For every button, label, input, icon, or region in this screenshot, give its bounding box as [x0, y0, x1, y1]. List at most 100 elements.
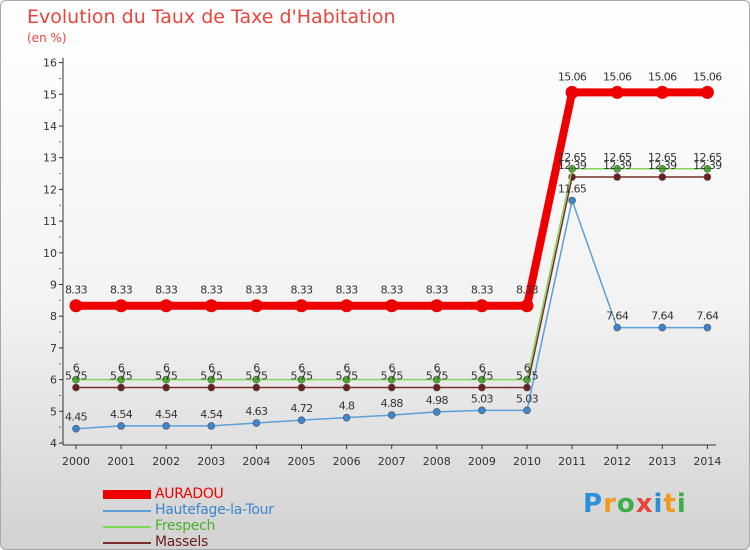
data-point-frespech	[478, 375, 486, 384]
data-label-frespech: 6	[434, 362, 441, 375]
y-tick-label: 4	[50, 437, 57, 450]
data-label-hautefage-la-tour: 4.54	[155, 408, 178, 421]
brand-letter: t	[663, 489, 677, 519]
legend-swatch-massels	[103, 542, 151, 544]
data-label-massels: 5.75	[110, 370, 133, 383]
data-point-hautefage-la-tour	[117, 422, 125, 430]
series-line-massels	[75, 176, 709, 389]
data-label-auradou: 8.33	[155, 284, 178, 297]
data-label-frespech: 12.65	[648, 151, 677, 164]
data-label-hautefage-la-tour: 4.72	[290, 402, 312, 415]
x-tick-label: 2001	[107, 455, 135, 468]
brand-letter: P	[583, 489, 604, 519]
data-label-hautefage-la-tour: 5.03	[516, 392, 539, 405]
data-label-hautefage-la-tour: 4.54	[110, 408, 133, 421]
data-label-frespech: 6	[253, 362, 260, 375]
data-label-frespech: 12.65	[558, 151, 587, 164]
data-point-frespech	[297, 375, 306, 384]
data-point-massels	[117, 383, 125, 392]
data-point-hautefage-la-tour	[658, 323, 667, 332]
data-label-auradou: 8.33	[381, 284, 404, 297]
data-point-massels	[297, 383, 306, 392]
data-label-auradou: 15.06	[603, 70, 632, 83]
y-tick-label: 15	[43, 88, 57, 101]
data-label-massels: 12.39	[603, 159, 632, 172]
data-point-hautefage-la-tour	[252, 419, 261, 427]
data-point-frespech	[568, 164, 576, 173]
data-point-hautefage-la-tour	[72, 424, 80, 433]
y-tick-label: 6	[50, 374, 57, 387]
data-point-hautefage-la-tour	[432, 408, 441, 416]
data-label-massels: 5.75	[245, 370, 268, 383]
data-label-hautefage-la-tour: 11.65	[558, 182, 587, 195]
data-point-auradou	[249, 299, 263, 313]
data-label-massels: 12.39	[648, 159, 677, 172]
data-label-frespech: 12.65	[693, 151, 722, 164]
data-label-massels: 5.75	[381, 370, 404, 383]
data-label-auradou: 8.33	[471, 284, 494, 297]
data-point-frespech	[207, 375, 216, 384]
data-point-auradou	[340, 299, 354, 313]
y-tick-label: 8	[50, 310, 57, 323]
data-point-massels	[613, 173, 622, 181]
y-tick-label: 14	[43, 120, 57, 133]
data-point-hautefage-la-tour	[703, 323, 712, 332]
data-point-massels	[342, 383, 351, 392]
data-label-massels: 5.75	[290, 370, 313, 383]
data-label-massels: 5.75	[336, 370, 359, 383]
x-tick-label: 2009	[468, 455, 496, 468]
data-point-massels	[207, 383, 216, 392]
data-label-auradou: 8.33	[336, 284, 359, 297]
data-point-auradou	[295, 299, 308, 313]
data-point-auradou	[385, 299, 399, 313]
data-point-auradou	[69, 299, 83, 313]
data-label-hautefage-la-tour: 4.88	[381, 397, 404, 410]
data-point-frespech	[162, 375, 170, 384]
data-label-massels: 5.75	[65, 370, 88, 383]
legend-swatch-frespech	[103, 526, 151, 528]
data-point-auradou	[159, 299, 173, 313]
x-tick-label: 2002	[152, 455, 180, 468]
data-label-hautefage-la-tour: 4.63	[245, 405, 268, 418]
data-point-hautefage-la-tour	[162, 422, 170, 430]
data-point-frespech	[613, 164, 622, 173]
data-label-hautefage-la-tour: 4.45	[65, 411, 88, 424]
data-label-hautefage-la-tour: 7.64	[696, 310, 719, 323]
brand-letter: r	[603, 489, 617, 519]
data-label-frespech: 6	[118, 362, 125, 375]
data-point-massels	[252, 383, 261, 392]
y-tick-label: 9	[50, 279, 57, 292]
brand-letter: o	[616, 489, 636, 519]
data-point-frespech	[703, 164, 712, 173]
data-label-massels: 12.39	[558, 159, 587, 172]
data-point-frespech	[658, 164, 667, 173]
x-tick-label: 2007	[378, 455, 406, 468]
data-label-massels: 5.75	[516, 370, 539, 383]
data-point-frespech	[387, 375, 396, 384]
y-tick-label: 5	[50, 405, 57, 418]
legend-label-massels: Massels	[155, 534, 208, 550]
data-label-auradou: 15.06	[558, 70, 587, 83]
legend-label-frespech: Frespech	[155, 518, 216, 534]
data-label-auradou: 8.33	[110, 284, 133, 297]
data-label-hautefage-la-tour: 5.03	[471, 392, 494, 405]
data-point-hautefage-la-tour	[342, 413, 351, 422]
data-label-frespech: 6	[479, 362, 486, 375]
data-label-auradou: 8.33	[245, 284, 268, 297]
data-point-massels	[523, 383, 531, 392]
y-tick-label: 7	[50, 342, 57, 355]
brand-letter: x	[635, 489, 654, 519]
data-point-massels	[658, 173, 667, 181]
legend-swatch-auradou	[103, 490, 151, 499]
data-label-auradou: 8.33	[65, 284, 88, 297]
x-tick-label: 2012	[603, 455, 631, 468]
data-point-auradou	[700, 85, 714, 99]
legend-label-auradou: AURADOU	[155, 486, 224, 502]
brand-logo: Proxiti	[583, 489, 687, 519]
data-point-frespech	[523, 375, 531, 384]
data-point-auradou	[520, 299, 534, 313]
chart-title: Evolution du Taux de Taxe d'Habitation	[27, 6, 396, 28]
data-point-hautefage-la-tour	[387, 411, 396, 419]
